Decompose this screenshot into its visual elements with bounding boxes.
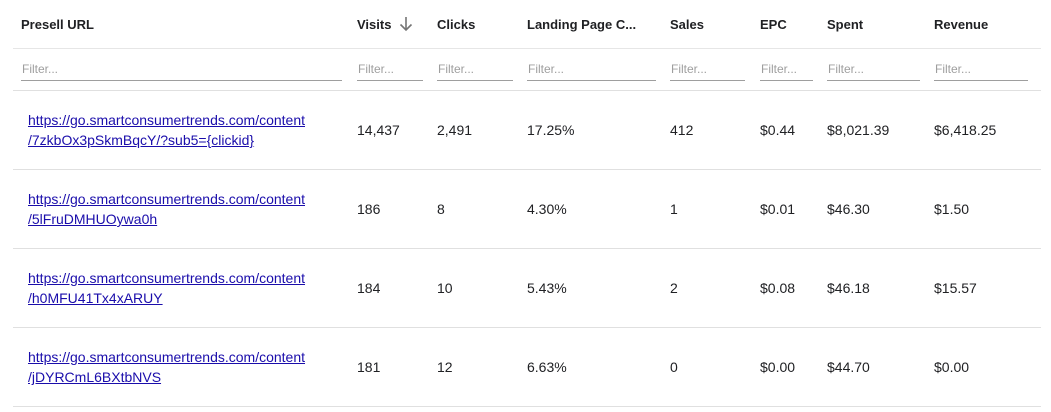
url-line-2: /7zkbOx3pSkmBqcY/?sub5={clickid}	[28, 132, 255, 148]
table-header-row: Presell URL Visits Clicks Landing Page C…	[13, 0, 1041, 49]
filter-row	[13, 49, 1041, 91]
url-line-1: https://go.smartconsumertrends.com/conte…	[28, 112, 306, 128]
filter-input-epc[interactable]	[760, 57, 813, 81]
column-header-label: Spent	[827, 16, 864, 32]
filter-input-revenue[interactable]	[934, 57, 1028, 81]
column-header-label: Visits	[357, 16, 392, 32]
cell-epc: $0.01	[760, 201, 796, 217]
table-row: https://go.smartconsumertrends.com/conte…	[13, 249, 1041, 328]
url-line-2: /5lFruDMHUOywa0h	[28, 211, 158, 227]
column-header-sales[interactable]: Sales	[670, 0, 704, 48]
url-line-1: https://go.smartconsumertrends.com/conte…	[28, 270, 306, 286]
cell-revenue: $6,418.25	[934, 122, 997, 138]
cell-sales: 412	[670, 122, 694, 138]
filter-input-landing-page-ctr[interactable]	[527, 57, 656, 81]
url-line-2: /jDYRCmL6BXtbNVS	[28, 369, 162, 385]
presell-url-link[interactable]: https://go.smartconsumertrends.com/conte…	[28, 268, 305, 308]
cell-landing-page-ctr: 5.43%	[527, 280, 567, 296]
table-row: https://go.smartconsumertrends.com/conte…	[13, 328, 1041, 407]
cell-clicks: 10	[437, 280, 453, 296]
table-row: https://go.smartconsumertrends.com/conte…	[13, 91, 1041, 170]
cell-visits: 184	[357, 280, 381, 296]
cell-landing-page-ctr: 6.63%	[527, 359, 567, 375]
cell-sales: 1	[670, 201, 678, 217]
filter-input-presell-url[interactable]	[21, 57, 342, 81]
column-header-label: Landing Page C...	[527, 16, 637, 32]
cell-epc: $0.00	[760, 359, 796, 375]
presell-url-link[interactable]: https://go.smartconsumertrends.com/conte…	[28, 110, 305, 150]
url-line-2: /h0MFU41Tx4xARUY	[28, 290, 163, 306]
cell-visits: 14,437	[357, 122, 400, 138]
cell-landing-page-ctr: 4.30%	[527, 201, 567, 217]
cell-revenue: $1.50	[934, 201, 970, 217]
url-line-1: https://go.smartconsumertrends.com/conte…	[28, 191, 306, 207]
cell-spent: $46.18	[827, 280, 870, 296]
url-line-1: https://go.smartconsumertrends.com/conte…	[28, 349, 306, 365]
column-header-landing-page-ctr[interactable]: Landing Page C...	[527, 0, 636, 48]
presell-url-link[interactable]: https://go.smartconsumertrends.com/conte…	[28, 347, 305, 387]
cell-landing-page-ctr: 17.25%	[527, 122, 575, 138]
column-header-revenue[interactable]: Revenue	[934, 0, 988, 48]
cell-sales: 2	[670, 280, 678, 296]
column-header-presell-url[interactable]: Presell URL	[21, 0, 94, 48]
cell-revenue: $15.57	[934, 280, 977, 296]
cell-presell-url: https://go.smartconsumertrends.com/conte…	[28, 91, 305, 169]
filter-input-clicks[interactable]	[437, 57, 513, 81]
cell-epc: $0.08	[760, 280, 796, 296]
cell-presell-url: https://go.smartconsumertrends.com/conte…	[28, 328, 305, 406]
cell-spent: $44.70	[827, 359, 870, 375]
filter-input-visits[interactable]	[357, 57, 423, 81]
table-row: https://go.smartconsumertrends.com/conte…	[13, 170, 1041, 249]
cell-clicks: 8	[437, 201, 445, 217]
column-header-label: Presell URL	[21, 16, 94, 32]
cell-presell-url: https://go.smartconsumertrends.com/conte…	[28, 170, 305, 248]
cell-revenue: $0.00	[934, 359, 970, 375]
column-header-label: EPC	[760, 16, 787, 32]
cell-visits: 181	[357, 359, 381, 375]
cell-presell-url: https://go.smartconsumertrends.com/conte…	[28, 249, 305, 327]
presell-table: Presell URL Visits Clicks Landing Page C…	[13, 0, 1041, 407]
column-header-spent[interactable]: Spent	[827, 0, 863, 48]
filter-input-spent[interactable]	[827, 57, 920, 81]
column-header-clicks[interactable]: Clicks	[437, 0, 475, 48]
column-header-label: Clicks	[437, 16, 476, 32]
filter-input-sales[interactable]	[670, 57, 745, 81]
cell-clicks: 2,491	[437, 122, 473, 138]
column-header-label: Sales	[670, 16, 704, 32]
arrow-down-icon[interactable]	[399, 16, 413, 32]
column-header-epc[interactable]: EPC	[760, 0, 787, 48]
cell-spent: $8,021.39	[827, 122, 890, 138]
cell-sales: 0	[670, 359, 678, 375]
cell-clicks: 12	[437, 359, 453, 375]
cell-spent: $46.30	[827, 201, 870, 217]
cell-visits: 186	[357, 201, 381, 217]
cell-epc: $0.44	[760, 122, 796, 138]
column-header-visits[interactable]: Visits	[357, 0, 413, 48]
column-header-label: Revenue	[934, 16, 989, 32]
presell-url-link[interactable]: https://go.smartconsumertrends.com/conte…	[28, 189, 305, 229]
